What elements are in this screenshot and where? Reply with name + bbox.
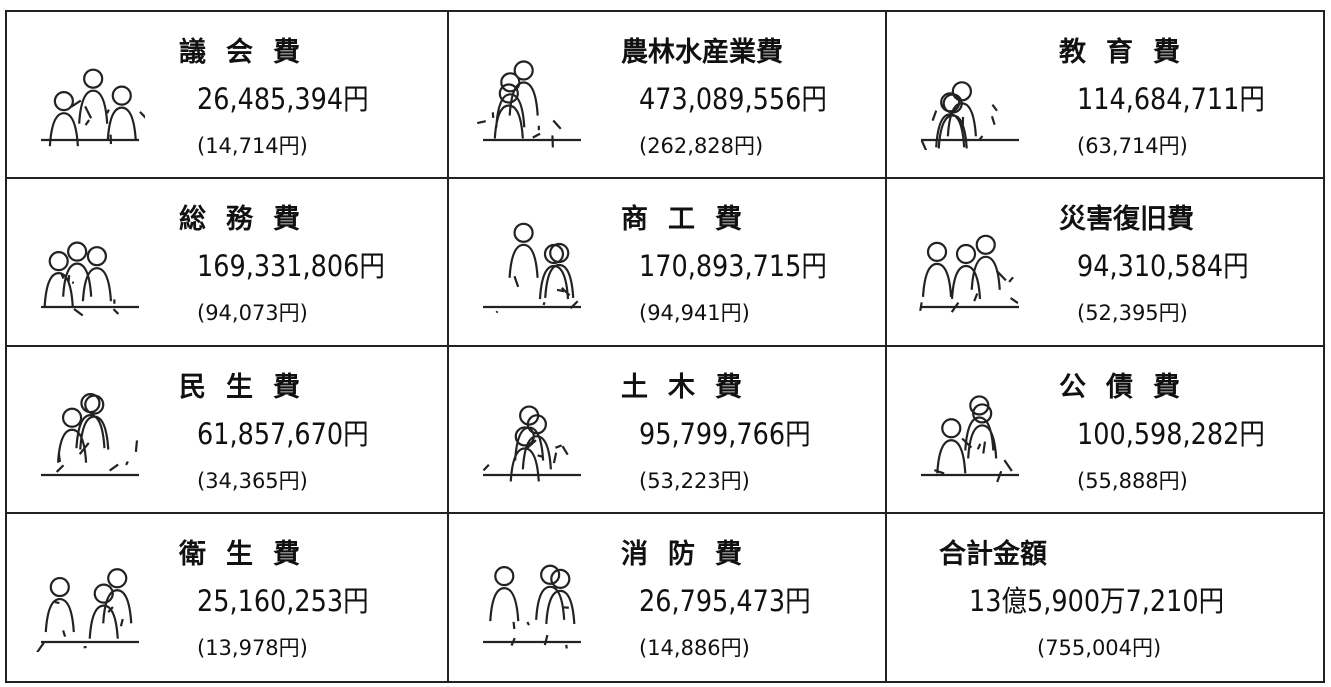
item-amount: 473,089,556円: [639, 82, 827, 116]
item-name: 合計金額: [939, 538, 1047, 570]
sketch-line: [482, 404, 581, 482]
item-amount: 169,331,806円: [197, 249, 385, 284]
item-amount: 26,795,473円: [639, 583, 811, 618]
item-amount: 114,684,711円: [1077, 82, 1265, 116]
table-cell: 土木費 95,799,766円 (53,223円): [449, 346, 887, 514]
table-cell: 災害復旧費 94,310,584円 (52,395円): [887, 179, 1323, 347]
table-cell: 農林水産業費 473,089,556円 (262,828円): [449, 12, 887, 180]
sketch-line: [41, 241, 139, 317]
item-amount: 61,857,670円: [197, 416, 369, 451]
per-capita: (14,886円): [639, 635, 750, 660]
illustration: [483, 564, 581, 649]
sketch-line: [919, 234, 1019, 314]
per-capita: (34,365円): [197, 468, 308, 493]
table-cell: 公債費 100,598,282円 (55,888円): [887, 347, 1323, 514]
per-capita: (55,888円): [1077, 468, 1188, 493]
sketch-line: [921, 394, 1019, 482]
item-name: 民生費: [179, 371, 320, 403]
per-capita: (52,395円): [1077, 301, 1188, 326]
item-name: 議会費: [179, 37, 320, 68]
illustration: [36, 567, 139, 652]
table-cell: 衛生費 25,160,253円 (13,978円): [7, 513, 449, 681]
table-cell: 総務費 169,331,806円 (94,073円): [7, 179, 449, 347]
item-name: 教育費: [1059, 37, 1200, 68]
item-amount: 13億5,900万7,210円: [969, 583, 1225, 618]
item-amount: 100,598,282円: [1077, 416, 1265, 451]
per-capita: (755,004円): [1037, 635, 1162, 660]
table-cell: 商工費 170,893,715円 (94,941円): [449, 179, 887, 347]
sketch-line: [477, 60, 581, 148]
item-amount: 95,799,766円: [639, 416, 811, 451]
illustration: [482, 404, 581, 482]
illustration: [477, 60, 581, 148]
item-name: 土木費: [621, 371, 762, 403]
sketch-line: [483, 564, 581, 649]
table-cell: 民生費 61,857,670円 (34,365円): [7, 346, 449, 514]
item-name: 農林水産業費: [621, 37, 783, 68]
table-cell: 教育費 114,684,711円 (63,714円): [887, 12, 1323, 180]
item-name: 衛生費: [179, 538, 320, 570]
per-capita: (13,978円): [197, 635, 308, 660]
illustration: [41, 392, 139, 476]
sketch-line: [483, 222, 581, 314]
expenditure-table: 議会費 26,485,394円 (14,714円) 農林水産業費 473,089,556…: [5, 10, 1325, 683]
per-capita: (262,828円): [639, 134, 764, 158]
illustration: [41, 68, 145, 147]
item-amount: 94,310,584円: [1077, 249, 1249, 284]
sketch-line: [36, 567, 139, 652]
illustration: [919, 234, 1019, 314]
item-name: 公債費: [1059, 371, 1200, 403]
table-cell: 合計金額 13億5,900万7,210円 (755,004円): [887, 514, 1323, 681]
item-amount: 26,485,394円: [197, 82, 369, 116]
item-name: 商工費: [621, 204, 762, 236]
table-cell: 消防費 26,795,473円 (14,886円): [449, 513, 887, 681]
table-cell: 議会費 26,485,394円 (14,714円): [7, 12, 449, 180]
illustration: [41, 241, 139, 317]
item-name: 消防費: [621, 538, 762, 570]
per-capita: (14,714円): [197, 134, 308, 158]
sketch-line: [41, 392, 139, 476]
per-capita: (94,941円): [639, 301, 750, 326]
per-capita: (53,223円): [639, 468, 750, 493]
illustration: [920, 81, 1019, 150]
sketch-line: [920, 81, 1019, 150]
item-amount: 170,893,715円: [639, 249, 827, 284]
illustration: [483, 222, 581, 314]
per-capita: (94,073円): [197, 301, 308, 326]
illustration: [921, 394, 1019, 482]
item-name: 災害復旧費: [1059, 204, 1194, 236]
per-capita: (63,714円): [1077, 134, 1188, 158]
sketch-line: [41, 68, 145, 147]
item-amount: 25,160,253円: [197, 583, 369, 618]
item-name: 総務費: [179, 204, 320, 236]
